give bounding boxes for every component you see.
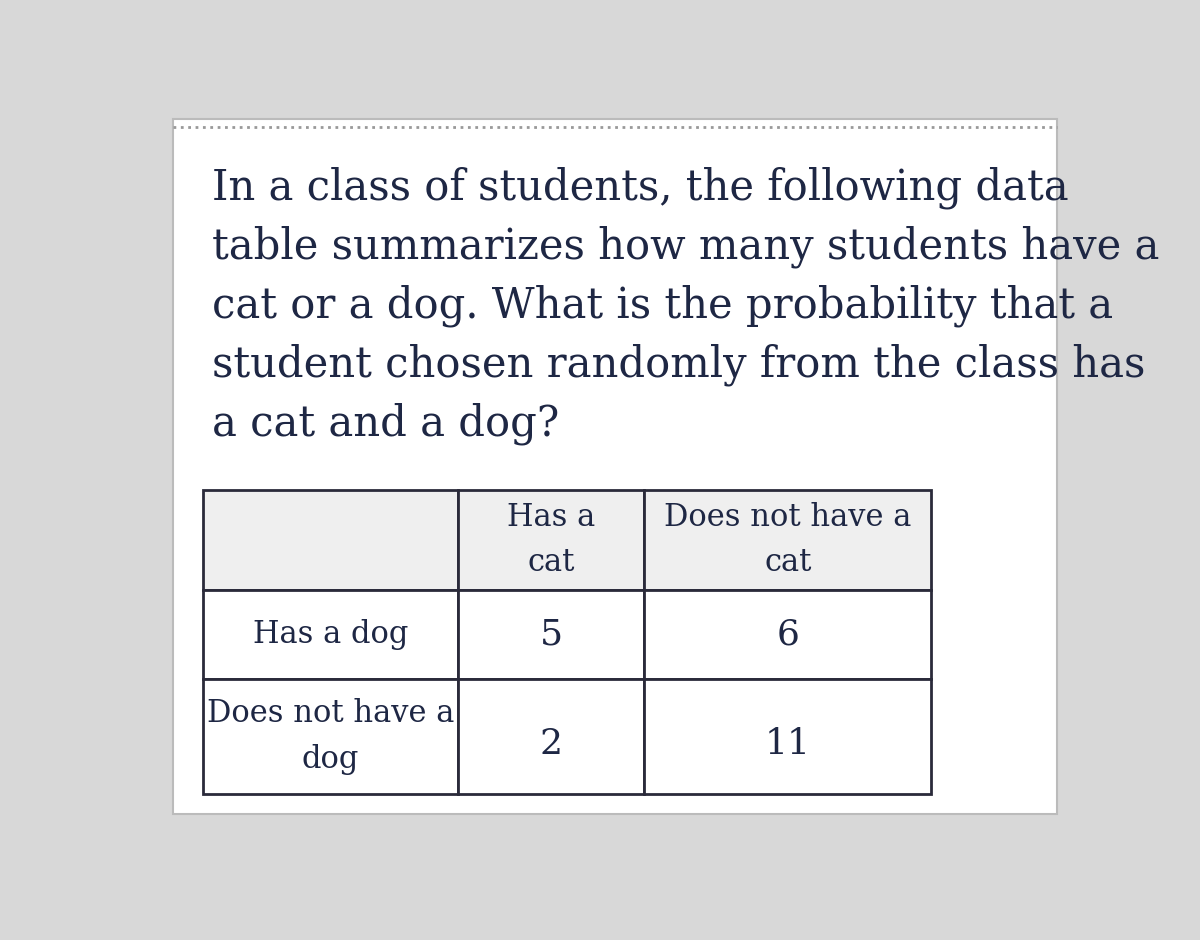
Bar [458,590,644,679]
Text: 5: 5 [540,618,563,651]
Bar [458,490,644,590]
Text: Does not have a
dog: Does not have a dog [206,698,455,775]
Text: Does not have a
cat: Does not have a cat [664,502,912,578]
Bar [203,490,458,590]
Text: Has a dog: Has a dog [253,619,408,650]
Text: 6: 6 [776,618,799,651]
Bar [203,679,458,794]
Bar [644,490,931,590]
Bar [644,679,931,794]
Bar [644,590,931,679]
Text: 2: 2 [540,728,563,761]
Bar [458,679,644,794]
Text: 11: 11 [764,728,811,761]
Bar [203,590,458,679]
Text: In a class of students, the following data
table summarizes how many students ha: In a class of students, the following da… [212,166,1159,446]
Text: Has a
cat: Has a cat [508,502,595,578]
